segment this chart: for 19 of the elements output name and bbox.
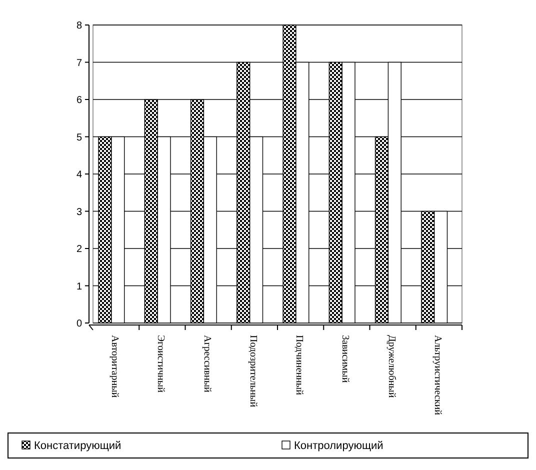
legend-label: Констатирующий	[34, 440, 122, 452]
x-tick-label: Авторитарный	[109, 335, 120, 398]
x-tick-label: Альтруистический	[432, 335, 443, 416]
x-tick-label: Эгоистичный	[155, 335, 166, 394]
x-tick-label: Агрессивный	[201, 335, 212, 394]
y-tick-label: 2	[76, 244, 82, 255]
x-tick-label: Дружелюбный	[386, 335, 397, 398]
y-tick-label: 8	[76, 20, 82, 32]
y-tick-label: 4	[76, 170, 82, 180]
x-tick-label: Подозрительный	[247, 335, 258, 408]
legend-label: Контролирующий	[294, 440, 384, 452]
x-tick-label: Зависимый	[340, 335, 351, 384]
y-tick-label: 6	[76, 95, 82, 106]
y-tick-label: 3	[76, 206, 82, 218]
y-tick-label: 5	[76, 132, 82, 144]
y-tick-label: 7	[76, 58, 82, 69]
x-tick-label: Подчиненный	[294, 335, 305, 396]
y-tick-label: 1	[76, 281, 82, 292]
y-tick-label: 0	[76, 318, 82, 330]
